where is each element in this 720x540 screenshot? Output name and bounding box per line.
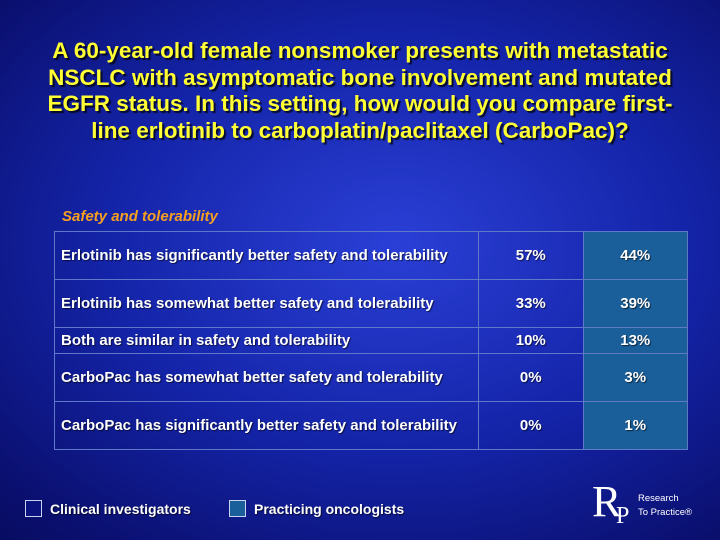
logo-line-2: To Practice®: [638, 507, 692, 518]
oncologists-legend-label: Practicing oncologists: [254, 500, 405, 517]
logo-letter-p: P: [616, 503, 630, 529]
legend-oncologists: Practicing oncologists: [229, 500, 404, 517]
logo-line-1: Research: [638, 493, 679, 504]
results-table: Erlotinib has significantly better safet…: [54, 231, 688, 450]
investigators-value: 57%: [478, 231, 584, 280]
investigators-value: 0%: [478, 401, 584, 450]
oncologists-value: 1%: [582, 401, 688, 450]
oncologists-value: 44%: [582, 231, 688, 280]
row-label: Both are similar in safety and tolerabil…: [54, 327, 479, 354]
investigators-swatch: [25, 500, 42, 517]
investigators-legend-label: Clinical investigators: [50, 500, 191, 517]
oncologists-value: 3%: [582, 353, 688, 402]
oncologists-value: 39%: [582, 279, 688, 328]
table-row: CarboPac has somewhat better safety and …: [54, 353, 688, 402]
investigators-value: 33%: [478, 279, 584, 328]
oncologists-value: 13%: [582, 327, 688, 354]
table-row: Erlotinib has significantly better safet…: [54, 231, 688, 280]
row-label: CarboPac has significantly better safety…: [54, 401, 479, 450]
table-row: CarboPac has significantly better safety…: [54, 401, 688, 450]
row-label: Erlotinib has somewhat better safety and…: [54, 279, 479, 328]
research-to-practice-logo: R P Research To Practice®: [592, 480, 712, 536]
logo-text: Research To Practice®: [638, 492, 692, 520]
investigators-value: 10%: [478, 327, 584, 354]
table-row: Erlotinib has somewhat better safety and…: [54, 279, 688, 328]
row-label: CarboPac has somewhat better safety and …: [54, 353, 479, 402]
row-label: Erlotinib has significantly better safet…: [54, 231, 479, 280]
investigators-value: 0%: [478, 353, 584, 402]
slide-title: A 60-year-old female nonsmoker presents …: [47, 38, 673, 143]
table-row: Both are similar in safety and tolerabil…: [54, 327, 688, 354]
logo-letter-r: R: [592, 477, 622, 526]
section-label: Safety and tolerability: [62, 208, 218, 225]
oncologists-swatch: [229, 500, 246, 517]
legend-investigators: Clinical investigators: [25, 500, 191, 517]
